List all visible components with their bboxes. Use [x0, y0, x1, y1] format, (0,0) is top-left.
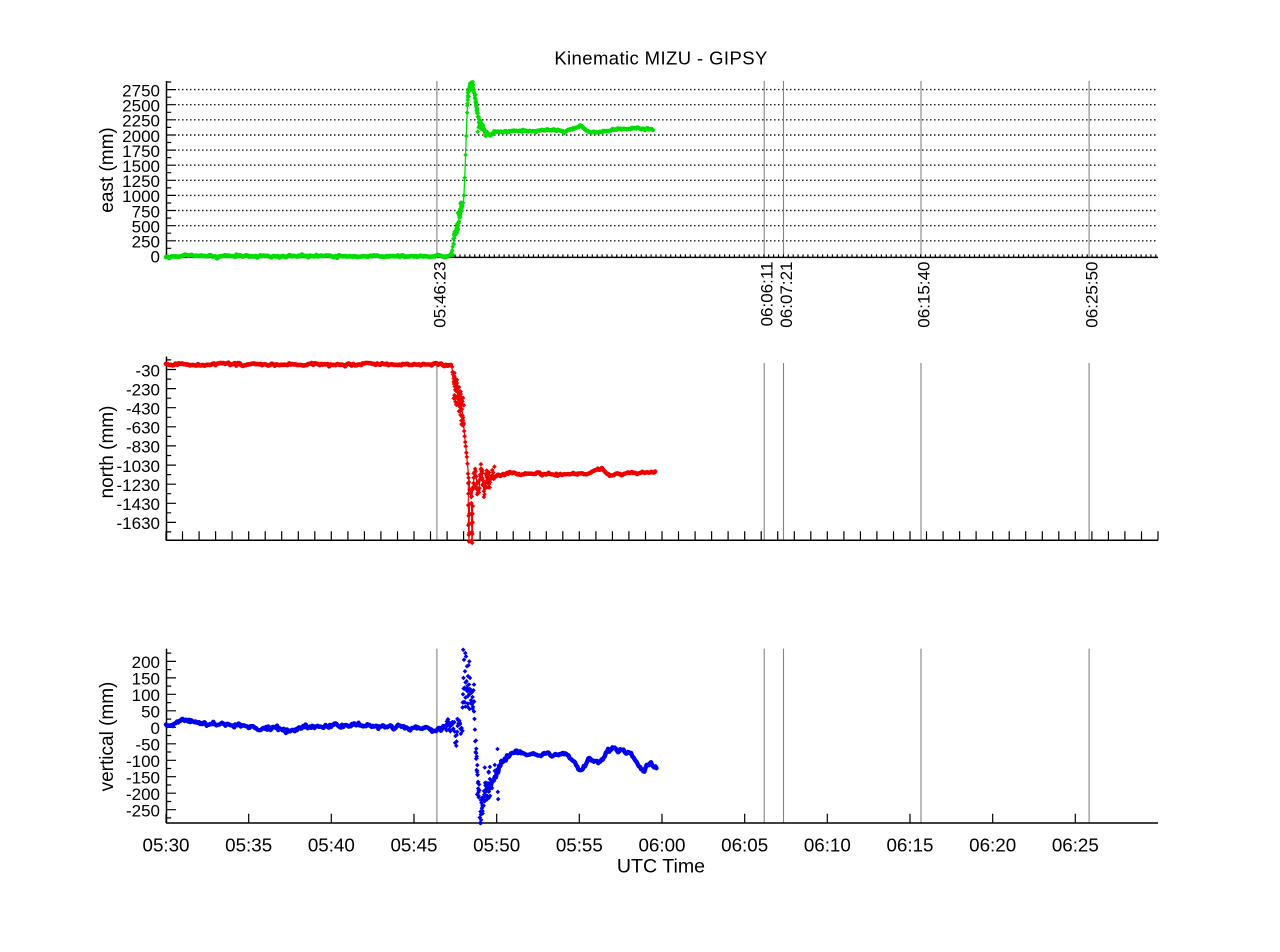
svg-text:1000: 1000: [122, 187, 160, 206]
svg-text:05:40: 05:40: [308, 834, 355, 855]
svg-text:Kinematic MIZU - GIPSY: Kinematic MIZU - GIPSY: [554, 48, 767, 69]
svg-text:50: 50: [141, 703, 160, 722]
svg-text:0: 0: [151, 719, 160, 738]
svg-text:-50: -50: [135, 736, 160, 755]
svg-text:500: 500: [132, 217, 160, 236]
svg-text:05:35: 05:35: [225, 834, 272, 855]
svg-text:1750: 1750: [122, 142, 160, 161]
svg-text:-430: -430: [126, 400, 160, 419]
svg-text:06:05: 06:05: [721, 834, 768, 855]
svg-text:150: 150: [132, 670, 160, 689]
svg-text:2750: 2750: [122, 81, 160, 100]
svg-text:UTC Time: UTC Time: [617, 856, 705, 878]
svg-text:-830: -830: [126, 438, 160, 457]
svg-text:06:06:11: 06:06:11: [758, 262, 777, 327]
svg-text:vertical (mm): vertical (mm): [97, 682, 118, 792]
svg-text:-1630: -1630: [117, 514, 160, 533]
svg-text:06:25: 06:25: [1052, 834, 1099, 855]
svg-text:06:25:50: 06:25:50: [1083, 262, 1102, 328]
svg-text:05:50: 05:50: [473, 834, 520, 855]
svg-text:-630: -630: [126, 419, 160, 438]
svg-text:-1230: -1230: [117, 476, 160, 495]
svg-text:05:45: 05:45: [390, 834, 437, 855]
svg-text:750: 750: [132, 202, 160, 221]
svg-text:-200: -200: [126, 785, 160, 804]
svg-text:05:30: 05:30: [143, 834, 190, 855]
svg-text:06:15:40: 06:15:40: [914, 262, 933, 328]
svg-text:05:46:23: 05:46:23: [430, 262, 449, 328]
svg-text:100: 100: [132, 686, 160, 705]
svg-text:200: 200: [132, 653, 160, 672]
svg-text:06:00: 06:00: [638, 834, 685, 855]
svg-text:-230: -230: [126, 380, 160, 399]
svg-text:2250: 2250: [122, 112, 160, 131]
svg-text:2500: 2500: [122, 97, 160, 116]
svg-text:1500: 1500: [122, 157, 160, 176]
svg-text:-1030: -1030: [117, 457, 160, 476]
svg-text:06:10: 06:10: [804, 834, 851, 855]
svg-text:0: 0: [151, 248, 160, 267]
svg-text:06:20: 06:20: [969, 834, 1016, 855]
svg-text:250: 250: [132, 233, 160, 252]
svg-text:05:55: 05:55: [556, 834, 603, 855]
svg-text:1250: 1250: [122, 172, 160, 191]
svg-text:2000: 2000: [122, 127, 160, 146]
svg-text:06:15: 06:15: [886, 834, 933, 855]
svg-text:east (mm): east (mm): [97, 127, 118, 213]
svg-text:-250: -250: [126, 802, 160, 821]
svg-text:north (mm): north (mm): [97, 406, 118, 499]
svg-text:-30: -30: [135, 361, 160, 380]
svg-text:-150: -150: [126, 769, 160, 788]
svg-text:06:07:21: 06:07:21: [777, 262, 796, 328]
svg-text:-1430: -1430: [117, 495, 160, 514]
svg-text:-100: -100: [126, 752, 160, 771]
